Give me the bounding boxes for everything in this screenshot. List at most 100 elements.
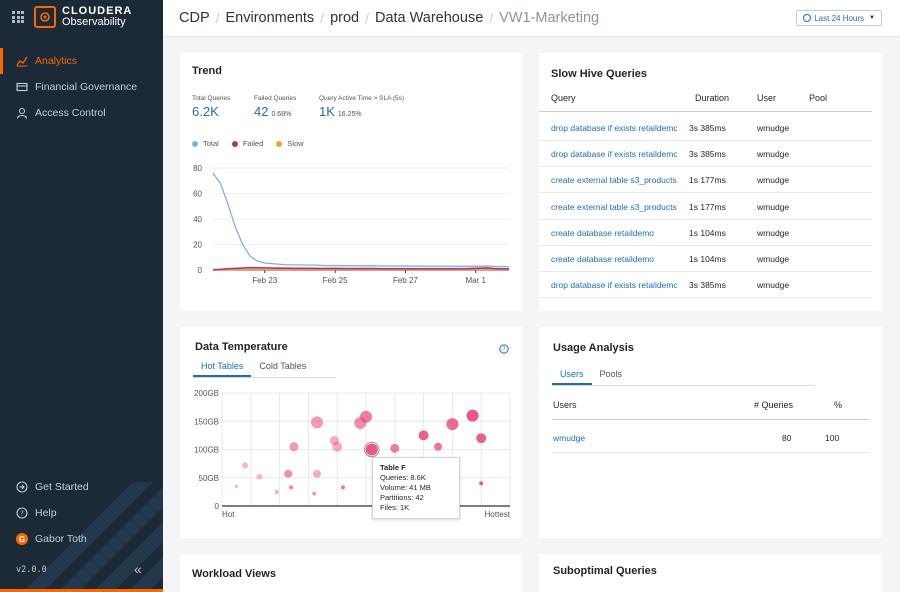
y-tick-label: 150GB: [194, 417, 219, 426]
scatter-point: [390, 443, 400, 453]
stat-value: 42: [254, 104, 269, 119]
scatter-point: [479, 481, 484, 486]
legend-label: Failed: [242, 139, 264, 148]
series-line-failed: [212, 266, 510, 271]
scatter-point: [311, 416, 324, 429]
legend-item-failed[interactable]: Failed: [231, 139, 264, 148]
sidebar-item-label: Financial Governance: [35, 81, 138, 93]
x-tick-label: Feb 27: [393, 276, 418, 285]
query-link[interactable]: create database retaildemo: [551, 227, 655, 238]
help-icon[interactable]: ?: [499, 344, 509, 354]
product-name: Observability: [62, 16, 126, 28]
legend-item-total[interactable]: Total: [192, 139, 219, 148]
column-header-duration[interactable]: Duration: [695, 93, 730, 103]
breadcrumb-separator: /: [320, 10, 325, 26]
sidebar: CLOUDERA Observability Analytics Financi…: [0, 0, 163, 592]
tooltip-title: Table F: [380, 463, 406, 472]
query-link[interactable]: create external table s3_products: [551, 175, 677, 186]
scatter-point: [360, 410, 372, 423]
user-menu[interactable]: G Gabor Toth: [0, 526, 163, 552]
sidebar-item-analytics[interactable]: Analytics: [0, 48, 163, 74]
y-tick-label: 50GB: [199, 474, 219, 483]
query-link[interactable]: drop database if exists retaildemo casca…: [551, 123, 677, 133]
column-header-pool[interactable]: Pool: [809, 93, 828, 103]
query-duration: 1s 104ms: [689, 227, 726, 238]
query-link[interactable]: create external table s3_products: [551, 201, 677, 212]
panel-title: Usage Analysis: [553, 342, 634, 354]
get-started-link[interactable]: Get Started: [0, 474, 163, 500]
scatter-point: [312, 491, 317, 496]
query-user: wmudge: [757, 149, 790, 160]
sidebar-item-financial-governance[interactable]: Financial Governance: [0, 74, 163, 100]
cloudera-logo-icon: [34, 6, 56, 28]
svg-text:?: ?: [20, 510, 24, 518]
legend-item-slow[interactable]: Slow: [276, 139, 304, 148]
arrow-right-circle-icon: [16, 481, 28, 493]
sidebar-accent-bar: [0, 589, 163, 592]
scatter-point: [365, 443, 378, 456]
tab-cold-tables[interactable]: Cold Tables: [259, 361, 307, 371]
column-header-user[interactable]: User: [757, 93, 777, 103]
column-header-query[interactable]: Query: [551, 93, 576, 103]
breadcrumb-data-warehouse[interactable]: Data Warehouse: [374, 10, 484, 26]
tab-pools[interactable]: Pools: [599, 369, 623, 379]
scatter-point: [284, 469, 293, 478]
trend-panel: Trend Total Queries 6.2K Failed Queries …: [180, 53, 522, 311]
column-header-queries[interactable]: # Queries: [754, 400, 794, 410]
usage-user-link[interactable]: wmudge: [553, 433, 586, 443]
scatter-point: [242, 462, 249, 469]
scatter-point: [329, 435, 339, 445]
query-user: wmudge: [757, 227, 790, 238]
suboptimal-queries-panel: Suboptimal Queries: [539, 554, 882, 592]
y-tick-label: 20: [193, 241, 202, 250]
stat-label: Failed Queries: [254, 95, 297, 102]
query-link[interactable]: drop database if exists retaildemo casca…: [551, 149, 677, 160]
data-temperature-panel: Data Temperature ? Hot Tables Cold Table…: [180, 327, 522, 538]
panel-title: Data Temperature: [195, 341, 288, 353]
scatter-point: [234, 484, 239, 489]
breadcrumb-current: VW1-Marketing: [499, 10, 600, 26]
stat-failed-queries[interactable]: Failed Queries 42 0.68%: [254, 95, 296, 119]
y-tick-label: 0: [198, 266, 203, 275]
y-tick-label: 200GB: [194, 389, 219, 398]
user-name: Gabor Toth: [35, 533, 87, 545]
query-duration: 3s 385ms: [689, 123, 726, 133]
breadcrumb-prod[interactable]: prod: [330, 10, 360, 26]
column-header-percent[interactable]: %: [834, 400, 843, 410]
sidebar-item-access-control[interactable]: Access Control: [0, 100, 163, 126]
help-link[interactable]: ? Help: [0, 500, 163, 526]
query-link[interactable]: create database retaildemo: [551, 254, 655, 264]
sidebar-bottom-nav: Get Started ? Help G Gabor Toth: [0, 474, 163, 552]
collapse-sidebar-icon[interactable]: «: [134, 561, 142, 577]
stat-total-queries[interactable]: Total Queries 6.2K: [192, 95, 230, 119]
usage-analysis-panel: Usage Analysis Users Pools Users # Queri…: [539, 327, 882, 538]
column-header-users[interactable]: Users: [553, 400, 577, 410]
query-link[interactable]: drop database if exists retaildemo casca…: [551, 280, 677, 291]
scatter-point: [466, 409, 479, 422]
query-user: wmudge: [757, 201, 790, 212]
tab-hot-tables[interactable]: Hot Tables: [193, 361, 252, 377]
sidebar-nav: Analytics Financial Governance Access Co…: [0, 48, 163, 126]
scatter-point: [274, 489, 279, 494]
row-divider: [552, 452, 869, 453]
stat-sla-queries[interactable]: Query Active Time > SLA (5s) 1K 16.25%: [319, 95, 404, 119]
stat-value: 1K: [319, 104, 335, 119]
svg-text:?: ?: [502, 347, 505, 353]
query-duration: 3s 385ms: [689, 280, 726, 291]
query-duration: 1s 177ms: [689, 175, 726, 186]
query-duration: 1s 104ms: [689, 254, 726, 264]
time-range-dropdown[interactable]: Last 24 Hours ▼: [796, 10, 882, 26]
query-user: wmudge: [757, 254, 790, 264]
stat-percentage: 16.25%: [337, 111, 362, 118]
tab-users[interactable]: Users: [552, 369, 592, 385]
sidebar-decoration: [23, 482, 163, 592]
y-tick-label: 80: [193, 164, 202, 173]
tooltip-line: Queries: 8.6K: [380, 473, 426, 482]
sidebar-item-label: Access Control: [35, 107, 106, 119]
row-divider: [539, 297, 872, 299]
app-grid-icon[interactable]: [12, 11, 24, 23]
x-tick-label: Feb 25: [323, 276, 348, 285]
breadcrumb-environments[interactable]: Environments: [225, 10, 315, 26]
breadcrumb-cdp[interactable]: CDP: [179, 10, 210, 26]
y-tick-label: 60: [193, 190, 202, 199]
